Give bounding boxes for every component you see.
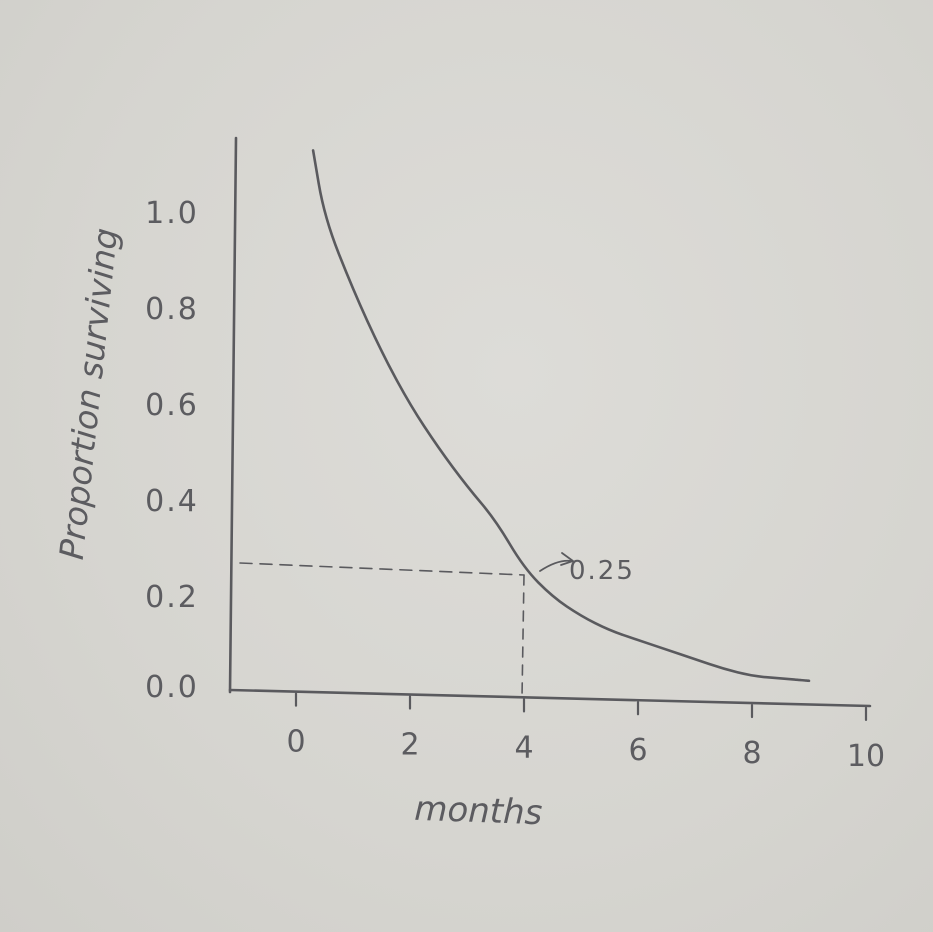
survival-curve [311,149,811,683]
y-tick-group: 0.0 0.2 0.4 0.6 0.8 1.0 [145,196,199,705]
x-tick-label: 10 [847,739,885,774]
annotation-arrow-shaft [539,559,573,572]
x-tick-label: 8 [742,736,761,771]
x-tick-label: 0 [286,725,305,760]
x-tick-label: 2 [400,728,419,763]
x-tick-label: 4 [514,730,533,765]
y-tick-label: 0.8 [145,292,199,327]
annotation-arrow-head [560,552,574,566]
y-axis-label: Proportion surviving [52,226,126,561]
x-tick-group: 0 2 4 6 8 10 [286,692,885,774]
x-axis-line [228,688,872,708]
guide-lines [239,562,525,699]
annotation-group: 0.25 [539,552,635,586]
y-tick-label: 0.0 [145,670,199,705]
y-tick-label: 0.2 [145,580,199,615]
y-tick-label: 1.0 [145,196,199,231]
annotation-label: 0.25 [569,556,635,586]
y-tick-label: 0.6 [145,388,199,423]
horizontal-guide-line [239,562,525,576]
y-tick-label: 0.4 [145,484,199,519]
y-axis-line [228,136,238,694]
x-tick-label: 6 [628,733,647,768]
x-axis-label: months [414,789,543,833]
vertical-guide-line [521,574,525,699]
